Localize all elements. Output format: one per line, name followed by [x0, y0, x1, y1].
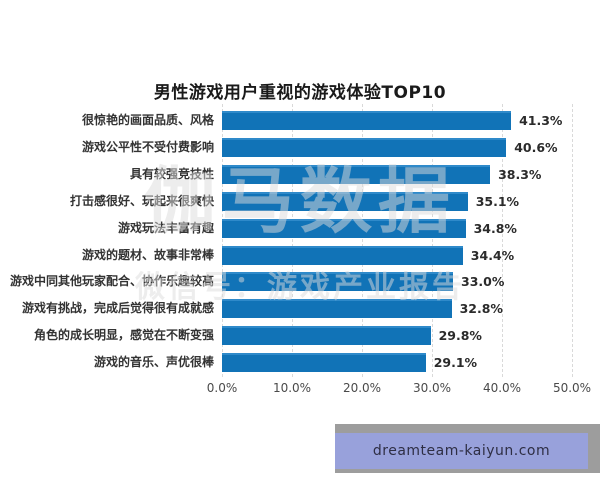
gridline: [432, 104, 433, 377]
category-label: 游戏的题材、故事非常棒: [81, 247, 214, 262]
bar: [222, 191, 468, 211]
bar: [222, 245, 463, 265]
bar-row: 游戏公平性不受付费影响 40.6%: [0, 134, 600, 161]
x-axis-tick-label: 50.0%: [552, 381, 592, 395]
value-label: 40.6%: [514, 139, 558, 155]
category-label: 很惊艳的画面品质、风格: [81, 113, 214, 127]
bar-row: 游戏玩法丰富有趣 34.8%: [0, 215, 600, 242]
category-label: 游戏中同其他玩家配合、协作乐趣较高: [9, 274, 214, 289]
category-label: 角色的成长明显，感觉在不断变强: [33, 328, 214, 343]
category-label: 游戏有挑战，完成后觉得很有成就感: [21, 301, 214, 316]
category-label: 游戏的音乐、声优很棒: [93, 355, 214, 370]
category-label: 游戏玩法丰富有趣: [117, 220, 214, 235]
bar-row: 很惊艳的画面品质、风格 41.3%: [0, 107, 600, 134]
bar: [222, 218, 466, 238]
watermark-badge-text: dreamteam-kaiyun.com: [372, 443, 551, 459]
value-label: 29.8%: [438, 328, 482, 344]
value-label: 35.1%: [475, 193, 520, 209]
bar: [222, 137, 507, 157]
bar-row: 游戏的音乐、声优很棒 29.1%: [0, 349, 600, 376]
x-axis-tick-label: 30.0%: [412, 381, 452, 395]
category-label: 打击感很好、玩起来很爽快: [69, 193, 214, 208]
gridline: [362, 104, 363, 377]
chart-title: 男性游戏用户重视的游戏体验TOP10: [153, 83, 447, 103]
gridline: [222, 104, 223, 377]
value-label: 34.4%: [470, 247, 515, 263]
bar: [222, 299, 452, 319]
x-axis-tick-label: 0.0%: [206, 381, 238, 395]
value-label: 33.0%: [461, 274, 505, 290]
watermark-badge-inner: dreamteam-kaiyun.com: [335, 433, 588, 469]
bar-row: 打击感很好、玩起来很爽快 35.1%: [0, 188, 600, 215]
bar-row: 具有较强竞技性 38.3%: [0, 161, 600, 188]
bar: [222, 111, 512, 130]
value-label: 41.3%: [519, 113, 563, 128]
bar-row: 游戏有挑战，完成后觉得很有成就感 32.8%: [0, 295, 600, 322]
watermark-badge: dreamteam-kaiyun.com: [335, 424, 600, 473]
gridline: [502, 104, 503, 377]
value-label: 34.8%: [473, 220, 517, 236]
category-label: 具有较强竞技性: [129, 166, 214, 181]
bar: [222, 164, 491, 184]
bar-row: 游戏中同其他玩家配合、协作乐趣较高 33.0%: [0, 268, 600, 295]
category-label: 游戏公平性不受付费影响: [81, 139, 214, 154]
value-label: 29.1%: [433, 355, 478, 371]
bar: [222, 272, 453, 292]
x-axis-tick-label: 20.0%: [342, 381, 382, 395]
bar-row: 角色的成长明显，感觉在不断变强 29.8%: [0, 322, 600, 349]
bar: [222, 353, 426, 373]
gridline: [572, 104, 573, 377]
plot-area: 0.0% 10.0% 20.0% 30.0% 40.0% 50.0% 很惊艳的画面品质、风格…: [0, 104, 600, 404]
x-axis-tick-label: 40.0%: [482, 381, 522, 395]
gridline: [292, 104, 293, 377]
value-label: 32.8%: [459, 301, 503, 317]
bar: [222, 326, 431, 346]
x-axis-tick-label: 10.0%: [272, 381, 312, 395]
value-label: 38.3%: [498, 166, 542, 182]
bar-row: 游戏的题材、故事非常棒 34.4%: [0, 242, 600, 269]
